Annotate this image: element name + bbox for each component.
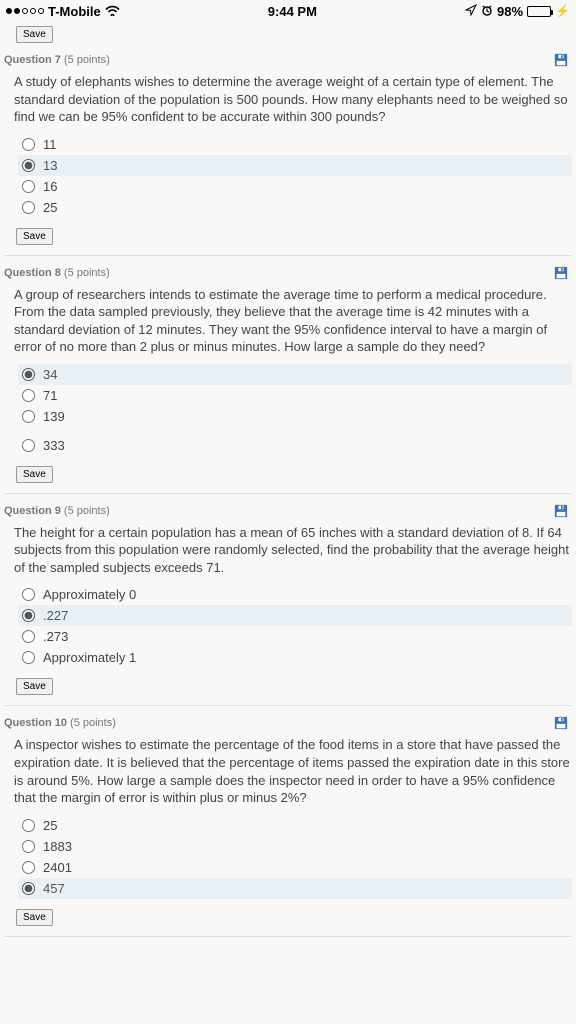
question-block: Question 10 (5 points) A inspector wishe… bbox=[4, 714, 572, 925]
option-label: 13 bbox=[43, 158, 57, 173]
save-disk-icon[interactable] bbox=[554, 716, 568, 730]
options-list: 25 1883 2401 457 bbox=[4, 815, 572, 905]
charging-icon: ⚡ bbox=[555, 4, 570, 18]
option-radio[interactable] bbox=[22, 410, 35, 423]
question-header: Question 10 (5 points) bbox=[4, 714, 572, 736]
option-row[interactable]: .227 bbox=[18, 605, 572, 626]
quiz-content: Save Question 7 (5 points) A study of el… bbox=[0, 22, 576, 937]
save-button[interactable]: Save bbox=[16, 228, 53, 245]
option-row[interactable]: Approximately 0 bbox=[18, 584, 572, 605]
option-label: Approximately 1 bbox=[43, 650, 136, 665]
option-label: .227 bbox=[43, 608, 68, 623]
option-row[interactable]: 25 bbox=[18, 197, 572, 218]
option-label: 139 bbox=[43, 409, 65, 424]
options-list: 34 71 139 333 bbox=[4, 364, 572, 462]
clock: 9:44 PM bbox=[268, 4, 317, 19]
separator bbox=[4, 255, 572, 256]
save-button[interactable]: Save bbox=[16, 909, 53, 926]
option-row[interactable]: 1883 bbox=[18, 836, 572, 857]
save-button-top[interactable]: Save bbox=[16, 26, 53, 43]
question-header: Question 8 (5 points) bbox=[4, 264, 572, 286]
option-label: Approximately 0 bbox=[43, 587, 136, 602]
option-label: 1883 bbox=[43, 839, 72, 854]
question-title: Question 10 (5 points) bbox=[4, 717, 116, 729]
question-header: Question 7 (5 points) bbox=[4, 51, 572, 73]
alarm-icon bbox=[481, 4, 493, 19]
option-label: 2401 bbox=[43, 860, 72, 875]
save-button[interactable]: Save bbox=[16, 678, 53, 695]
option-row[interactable]: 2401 bbox=[18, 857, 572, 878]
option-row[interactable]: 34 bbox=[18, 364, 572, 385]
option-label: 25 bbox=[43, 818, 57, 833]
save-disk-icon[interactable] bbox=[554, 266, 568, 280]
save-disk-icon[interactable] bbox=[554, 53, 568, 67]
option-radio[interactable] bbox=[22, 389, 35, 402]
option-label: 333 bbox=[43, 438, 65, 453]
wifi-icon bbox=[105, 3, 120, 19]
option-row[interactable]: 13 bbox=[18, 155, 572, 176]
question-text: A inspector wishes to estimate the perce… bbox=[4, 736, 572, 814]
option-radio[interactable] bbox=[22, 439, 35, 452]
option-radio[interactable] bbox=[22, 840, 35, 853]
option-label: 457 bbox=[43, 881, 65, 896]
option-row[interactable]: 457 bbox=[18, 878, 572, 899]
question-header: Question 9 (5 points) bbox=[4, 502, 572, 524]
question-title: Question 8 (5 points) bbox=[4, 267, 110, 279]
option-label: 16 bbox=[43, 179, 57, 194]
battery-percent: 98% bbox=[497, 4, 523, 19]
option-row[interactable]: 16 bbox=[18, 176, 572, 197]
status-right: 98% ⚡ bbox=[465, 4, 570, 19]
option-row[interactable]: 11 bbox=[18, 134, 572, 155]
option-radio[interactable] bbox=[22, 138, 35, 151]
save-wrap: Save bbox=[4, 909, 572, 926]
question-text: The height for a certain population has … bbox=[4, 524, 572, 585]
save-wrap: Save bbox=[4, 228, 572, 245]
option-label: 25 bbox=[43, 200, 57, 215]
option-radio[interactable] bbox=[22, 819, 35, 832]
option-label: 11 bbox=[43, 137, 57, 152]
option-radio[interactable] bbox=[22, 630, 35, 643]
question-text: A study of elephants wishes to determine… bbox=[4, 73, 572, 134]
option-radio[interactable] bbox=[22, 588, 35, 601]
option-row[interactable]: 139 bbox=[18, 406, 572, 427]
status-left: T-Mobile bbox=[6, 3, 120, 19]
option-label: 71 bbox=[43, 388, 57, 403]
signal-strength-icon bbox=[6, 8, 44, 14]
save-wrap: Save bbox=[4, 466, 572, 483]
option-row[interactable]: 25 bbox=[18, 815, 572, 836]
separator bbox=[4, 936, 572, 937]
option-radio[interactable] bbox=[22, 180, 35, 193]
separator bbox=[4, 493, 572, 494]
option-row[interactable]: .273 bbox=[18, 626, 572, 647]
question-title: Question 9 (5 points) bbox=[4, 505, 110, 517]
battery-icon bbox=[527, 6, 551, 17]
option-row[interactable]: 333 bbox=[18, 435, 572, 456]
save-wrap: Save bbox=[4, 678, 572, 695]
options-list: 11 13 16 25 bbox=[4, 134, 572, 224]
question-title: Question 7 (5 points) bbox=[4, 54, 110, 66]
question-text: A group of researchers intends to estima… bbox=[4, 286, 572, 364]
option-label: 34 bbox=[43, 367, 57, 382]
option-radio[interactable] bbox=[22, 609, 35, 622]
option-radio[interactable] bbox=[22, 882, 35, 895]
options-list: Approximately 0 .227 .273 Approximately 1 bbox=[4, 584, 572, 674]
save-disk-icon[interactable] bbox=[554, 504, 568, 518]
location-icon bbox=[465, 4, 477, 19]
status-bar: T-Mobile 9:44 PM 98% ⚡ bbox=[0, 0, 576, 22]
option-row[interactable]: 71 bbox=[18, 385, 572, 406]
option-radio[interactable] bbox=[22, 368, 35, 381]
question-block: Question 8 (5 points) A group of researc… bbox=[4, 264, 572, 483]
option-radio[interactable] bbox=[22, 159, 35, 172]
option-radio[interactable] bbox=[22, 651, 35, 664]
option-radio[interactable] bbox=[22, 861, 35, 874]
option-row[interactable]: Approximately 1 bbox=[18, 647, 572, 668]
question-block: Question 7 (5 points) A study of elephan… bbox=[4, 51, 572, 245]
save-button[interactable]: Save bbox=[16, 466, 53, 483]
carrier-label: T-Mobile bbox=[48, 4, 101, 19]
option-radio[interactable] bbox=[22, 201, 35, 214]
separator bbox=[4, 705, 572, 706]
option-label: .273 bbox=[43, 629, 68, 644]
question-block: Question 9 (5 points) The height for a c… bbox=[4, 502, 572, 696]
